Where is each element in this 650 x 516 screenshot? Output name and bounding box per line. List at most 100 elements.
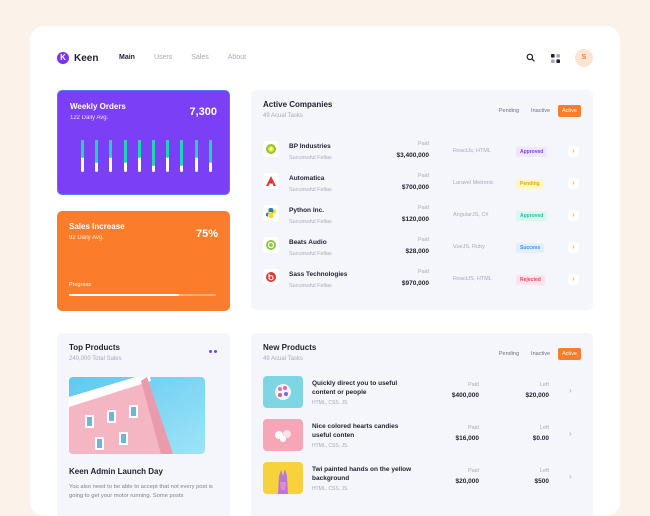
left-label: Left xyxy=(539,382,549,388)
top-products-subtitle: 240,000 Total Sales xyxy=(69,356,122,362)
weekly-orders-subtitle: 122 Daily Avg. xyxy=(70,115,109,121)
paid-label: Paid xyxy=(417,237,429,243)
nav-item-sales[interactable]: Sales xyxy=(191,54,209,61)
paid-amount: $400,000 xyxy=(451,392,479,399)
order-bar xyxy=(152,140,155,172)
product-image[interactable] xyxy=(69,377,205,454)
left-amount: $20,000 xyxy=(525,392,550,399)
order-bar xyxy=(208,140,212,172)
order-bar xyxy=(95,140,99,172)
product-title[interactable]: Twi painted hands on the yellow backgrou… xyxy=(312,466,412,482)
top-products-title: Top Products xyxy=(69,343,120,352)
tab-pending[interactable]: Pending xyxy=(498,108,520,114)
product-title[interactable]: Nice colored hearts candies useful conte… xyxy=(312,423,399,439)
order-bar-fill xyxy=(180,140,184,167)
company-name[interactable]: Automatica xyxy=(289,175,325,182)
tab-inactive[interactable]: Inactive xyxy=(531,108,551,114)
new-products-tabs: Pending Inactive Active xyxy=(495,348,581,360)
chevron-right-icon[interactable]: › xyxy=(569,429,572,438)
paid-amount: $16,000 xyxy=(455,435,480,442)
nav-item-main[interactable]: Main xyxy=(119,54,135,61)
tech-stack: Laravel Metronic xyxy=(453,180,494,186)
new-products-title: New Products xyxy=(263,343,317,352)
beats-logo-icon xyxy=(263,237,279,253)
order-bar xyxy=(81,140,84,172)
product-tags: HTML, CSS, JS xyxy=(312,486,348,492)
active-companies-panel: Active Companies 49 Acual Tasks Pending … xyxy=(251,90,593,310)
progress-track xyxy=(69,294,216,296)
company-name[interactable]: Beats Audio xyxy=(289,239,327,246)
order-bar-fill xyxy=(95,140,99,164)
paid-amount: $3,400,000 xyxy=(396,152,429,159)
nav-item-users[interactable]: Users xyxy=(153,54,173,61)
tech-stack: ReactJs, HTML xyxy=(453,148,491,154)
status-badge: Approved xyxy=(516,147,548,157)
order-bar-fill xyxy=(123,140,127,164)
paid-amount: $700,000 xyxy=(401,184,429,191)
product-thumbnail[interactable] xyxy=(263,462,303,494)
company-name[interactable]: Python Inc. xyxy=(289,207,325,214)
company-name[interactable]: BP Industries xyxy=(289,143,331,150)
product-row: Quickly direct you to useful content or … xyxy=(263,376,581,408)
company-tagline: Successful Fellas xyxy=(289,219,332,225)
paid-label: Paid xyxy=(417,269,429,275)
product-thumbnail[interactable] xyxy=(263,376,303,408)
user-avatar[interactable]: S xyxy=(575,49,593,67)
nav-item-about[interactable]: About xyxy=(227,54,247,61)
weekly-orders-bars xyxy=(81,140,221,172)
tab-pending[interactable]: Pending xyxy=(498,351,520,357)
status-badge: Approved xyxy=(516,211,548,221)
tech-stack: VueJS, Ruby xyxy=(453,244,485,250)
apps-grid-icon[interactable] xyxy=(551,54,560,63)
tab-inactive[interactable]: Inactive xyxy=(531,351,551,357)
search-icon[interactable] xyxy=(526,53,535,62)
paid-amount: $970,000 xyxy=(401,280,429,287)
company-name[interactable]: Sass Technologies xyxy=(289,271,348,278)
paid-label: Paid xyxy=(467,382,479,388)
product-thumbnail[interactable] xyxy=(263,419,303,451)
new-products-panel: New Products 49 Acual Tasks Pending Inac… xyxy=(251,333,593,516)
post-title[interactable]: Keen Admin Launch Day xyxy=(69,467,163,476)
chevron-right-icon[interactable]: › xyxy=(568,178,579,189)
company-row: Beats Audio Successful Fellas Paid $28,0… xyxy=(263,231,581,259)
status-badge: Success xyxy=(516,243,545,253)
automatica-logo-icon xyxy=(263,173,279,189)
paid-amount: $20,000 xyxy=(455,478,480,485)
left-amount: $0.00 xyxy=(532,435,549,442)
order-bar xyxy=(194,140,198,172)
tab-active[interactable]: Active xyxy=(558,105,581,117)
paid-label: Paid xyxy=(417,173,429,179)
company-tagline: Successful Fellas xyxy=(289,155,332,161)
chevron-right-icon[interactable]: › xyxy=(568,242,579,253)
tech-stack: AngularJS, C# xyxy=(453,212,489,218)
product-tags: HTML, CSS, JS xyxy=(312,443,348,449)
status-badge: Pending xyxy=(516,179,544,189)
bp-logo-icon xyxy=(263,141,279,157)
sales-increase-value: 75% xyxy=(195,228,218,240)
order-bar-fill xyxy=(166,140,170,158)
tech-stack: ReactJS, HTML xyxy=(453,276,492,282)
new-products-subtitle: 49 Acual Tasks xyxy=(263,356,303,362)
chevron-right-icon[interactable]: › xyxy=(568,146,579,157)
product-title[interactable]: Quickly direct you to useful content or … xyxy=(312,380,398,396)
brand-logo[interactable]: K Keen xyxy=(57,52,98,64)
weekly-orders-card: Weekly Orders 122 Daily Avg. 7,300 xyxy=(57,90,230,195)
chevron-right-icon[interactable]: › xyxy=(569,472,572,481)
weekly-orders-value: 7,300 xyxy=(189,106,217,118)
sales-increase-card: Sales Increase 92 Daily Avg. 75% Progres… xyxy=(57,211,230,311)
chevron-right-icon[interactable]: › xyxy=(568,210,579,221)
left-label: Left xyxy=(539,468,549,474)
more-options-icon[interactable] xyxy=(209,350,217,353)
order-bar-fill xyxy=(152,140,155,167)
order-bar-fill xyxy=(208,140,212,164)
company-row: BP Industries Successful Fellas Paid $3,… xyxy=(263,135,581,163)
product-row: Twi painted hands on the yellow backgrou… xyxy=(263,462,581,494)
left-amount: $500 xyxy=(534,478,549,485)
company-row: Sass Technologies Successful Fellas Paid… xyxy=(263,263,581,291)
weekly-orders-title: Weekly Orders xyxy=(70,102,126,111)
top-products-panel: Top Products 240,000 Total Sales xyxy=(57,333,230,516)
tab-active[interactable]: Active xyxy=(558,348,581,360)
chevron-right-icon[interactable]: › xyxy=(568,274,579,285)
chevron-right-icon[interactable]: › xyxy=(569,386,572,395)
company-tagline: Successful Fellas xyxy=(289,251,332,257)
